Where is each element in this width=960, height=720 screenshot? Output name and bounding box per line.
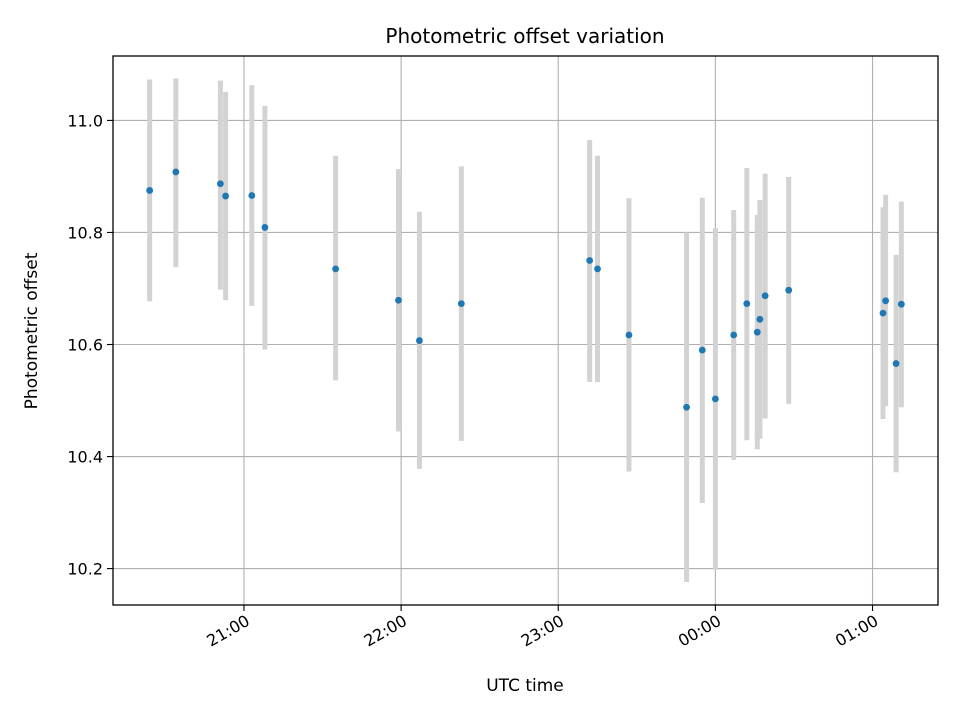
y-tick-label: 11.0 <box>67 111 103 130</box>
data-point <box>395 296 402 304</box>
data-point <box>683 403 690 411</box>
y-tick-label: 10.2 <box>67 560 103 579</box>
data-point <box>332 265 340 273</box>
data-point <box>743 300 751 308</box>
data-point <box>216 180 224 188</box>
data-point <box>594 265 601 273</box>
grid <box>113 56 938 605</box>
data-point <box>698 346 706 354</box>
data-point <box>261 224 269 231</box>
data-point <box>248 192 256 199</box>
x-axis-label: UTC time <box>486 676 564 696</box>
data-point <box>756 315 764 323</box>
data-point <box>897 300 905 308</box>
data-point <box>586 257 594 264</box>
data-point <box>892 360 900 367</box>
plot-frame <box>112 55 939 606</box>
y-tick-label: 10.8 <box>67 223 103 242</box>
chart-title: Photometric offset variation <box>385 24 664 48</box>
y-axis-label: Photometric offset <box>22 252 42 409</box>
data-point <box>753 328 761 336</box>
data-point <box>879 309 887 317</box>
data-points <box>146 168 905 411</box>
data-point <box>222 192 230 200</box>
data-point <box>416 337 423 344</box>
y-tick-label: 10.4 <box>67 448 103 467</box>
data-point <box>882 297 890 305</box>
data-point <box>625 331 633 339</box>
data-point <box>761 292 769 300</box>
data-point <box>785 286 793 294</box>
data-point <box>457 300 465 308</box>
data-point <box>146 187 154 194</box>
data-point <box>730 331 738 339</box>
data-point <box>711 395 719 403</box>
data-point <box>172 168 180 176</box>
y-tick-label: 10.6 <box>67 336 103 355</box>
